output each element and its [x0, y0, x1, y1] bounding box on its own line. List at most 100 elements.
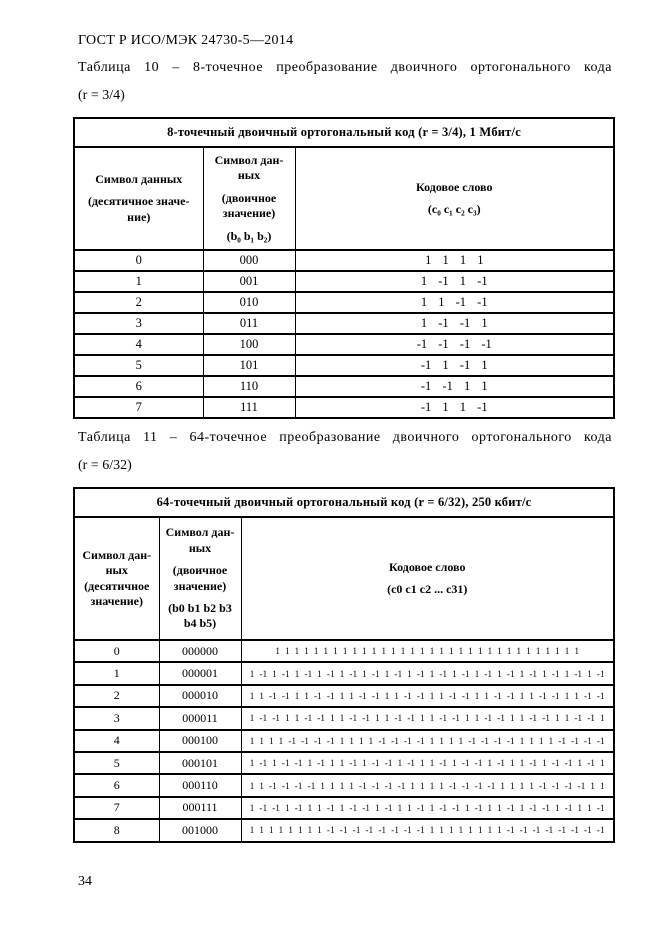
- table10-col-symbol-decimal: Символ данных (десятичное значе- ние): [73, 146, 204, 251]
- symbol-binary-cell: 000000: [158, 638, 242, 664]
- symbol-decimal-cell: 3: [73, 706, 160, 731]
- table10-col-symbol-binary: Символ дан- ных (двоичное значение) (b₀ …: [202, 146, 296, 251]
- table11-caption-line1: Таблица 11 – 64-точечное преобразование …: [78, 430, 612, 445]
- table-row: 6 000110 1 1 -1 -1 -1 -1 1 1 1 1 -1 -1 -…: [73, 773, 615, 798]
- header-line: (c₀ c₁ c₂ c₃): [427, 202, 481, 216]
- header-line: ных: [105, 563, 128, 578]
- symbol-binary-cell: 000101: [158, 750, 242, 776]
- symbol-binary-cell: 010: [202, 291, 296, 314]
- header-line: (десятичное: [84, 578, 150, 593]
- table-row: 8 001000 1 1 1 1 1 1 1 1 -1 -1 -1 -1 -1 …: [73, 818, 615, 843]
- symbol-decimal-cell: 7: [73, 795, 160, 821]
- header-line: (десятичное значе-: [87, 194, 190, 209]
- codeword-cell: 1 1 1 1 1 1 1 1 1 1 1 1 1 1 1 1 1 1 1 1 …: [240, 638, 615, 664]
- table-row: 1 000001 1 -1 1 -1 1 -1 1 -1 1 -1 1 -1 1…: [73, 661, 615, 686]
- symbol-decimal-cell: 0: [73, 249, 204, 272]
- table-row: 3 011 1 -1 -1 1: [73, 312, 615, 335]
- table11-col-symbol-binary: Символ дан- ных (двоичное значение) (b0 …: [158, 516, 242, 641]
- header-line: (двоичное: [172, 563, 228, 578]
- table10-caption-line2: (r = 3/4): [78, 88, 125, 103]
- table-row: 5 101 -1 1 -1 1: [73, 354, 615, 377]
- header-line: (двоичное: [221, 190, 277, 205]
- table11-caption-line2: (r = 6/32): [78, 458, 132, 473]
- table11-col-symbol-decimal: Символ дан- ных (десятичное значение): [73, 516, 160, 641]
- symbol-decimal-cell: 3: [73, 312, 204, 335]
- header-line: значение): [173, 578, 227, 593]
- table11-title: 64-точечный двоичный ортогональный код (…: [73, 487, 615, 518]
- symbol-binary-cell: 111: [202, 396, 296, 419]
- symbol-binary-cell: 000011: [158, 706, 242, 731]
- symbol-binary-cell: 001000: [158, 818, 242, 843]
- symbol-decimal-cell: 5: [73, 354, 204, 377]
- symbol-decimal-cell: 6: [73, 375, 204, 398]
- table-row: 5 000101 1 -1 1 -1 -1 1 -1 1 1 -1 1 -1 -…: [73, 750, 615, 776]
- document-header: ГОСТ Р ИСО/МЭК 24730-5—2014: [78, 33, 294, 48]
- page-number: 34: [78, 873, 92, 889]
- header-line: (b₀ b₁ b₂): [226, 228, 272, 243]
- codeword-cell: -1 1 1 -1: [294, 396, 615, 419]
- symbol-binary-cell: 000010: [158, 683, 242, 709]
- symbol-decimal-cell: 4: [73, 333, 204, 356]
- table10-title: 8-точечный двоичный ортогональный код (r…: [73, 117, 615, 148]
- table-64point-code: 64-точечный двоичный ортогональный код (…: [73, 487, 615, 843]
- header-line: Символ дан-: [82, 547, 152, 562]
- table-row: 2 000010 1 1 -1 -1 1 1 -1 -1 1 1 -1 -1 1…: [73, 683, 615, 709]
- codeword-cell: -1 -1 1 1: [294, 375, 615, 398]
- symbol-binary-cell: 110: [202, 375, 296, 398]
- table10-col-codeword: Кодовое слово (c₀ c₁ c₂ c₃): [294, 146, 615, 251]
- table-row: 6 110 -1 -1 1 1: [73, 375, 615, 398]
- symbol-binary-cell: 000100: [158, 728, 242, 753]
- table10-caption-line1: Таблица 10 – 8-точечное преобразование д…: [78, 60, 612, 75]
- header-line: Кодовое слово: [416, 179, 493, 194]
- codeword-cell: 1 -1 1 -1 1 -1 1 -1 1 -1 1 -1 1 -1 1 -1 …: [240, 661, 615, 686]
- codeword-cell: 1 1 1 1 1 1 1 1 -1 -1 -1 -1 -1 -1 -1 -1 …: [240, 818, 615, 843]
- symbol-binary-cell: 011: [202, 312, 296, 335]
- symbol-decimal-cell: 6: [73, 773, 160, 798]
- codeword-cell: -1 -1 -1 -1: [294, 333, 615, 356]
- table-row: 4 100 -1 -1 -1 -1: [73, 333, 615, 356]
- codeword-cell: 1 1 1 1 -1 -1 -1 -1 1 1 1 1 -1 -1 -1 -1 …: [240, 728, 615, 753]
- table-row: 4 000100 1 1 1 1 -1 -1 -1 -1 1 1 1 1 -1 …: [73, 728, 615, 753]
- codeword-cell: 1 -1 1 -1: [294, 270, 615, 293]
- symbol-decimal-cell: 2: [73, 291, 204, 314]
- symbol-decimal-cell: 4: [73, 728, 160, 753]
- symbol-decimal-cell: 8: [73, 818, 160, 843]
- table-8point-code: 8-точечный двоичный ортогональный код (r…: [73, 117, 615, 419]
- header-line: Символ дан-: [214, 153, 284, 168]
- table-row: 7 000111 1 -1 -1 1 -1 1 1 -1 1 -1 -1 1 -…: [73, 795, 615, 821]
- symbol-decimal-cell: 1: [73, 270, 204, 293]
- symbol-binary-cell: 000110: [158, 773, 242, 798]
- symbol-binary-cell: 101: [202, 354, 296, 377]
- symbol-decimal-cell: 2: [73, 683, 160, 709]
- codeword-cell: 1 1 -1 -1 1 1 -1 -1 1 1 -1 -1 1 1 -1 -1 …: [240, 683, 615, 709]
- codeword-cell: 1 1 -1 -1: [294, 291, 615, 314]
- symbol-binary-cell: 000111: [158, 795, 242, 821]
- header-line: значение): [90, 593, 144, 608]
- symbol-decimal-cell: 0: [73, 638, 160, 664]
- header-line: b4 b5): [183, 616, 217, 631]
- symbol-binary-cell: 001: [202, 270, 296, 293]
- table-row: 0 000 1 1 1 1: [73, 249, 615, 272]
- table-row: 1 001 1 -1 1 -1: [73, 270, 615, 293]
- symbol-binary-cell: 000001: [158, 661, 242, 686]
- symbol-decimal-cell: 1: [73, 661, 160, 686]
- header-line: значение): [222, 206, 276, 221]
- header-line: Символ данных: [95, 171, 183, 186]
- table11-col-codeword: Кодовое слово (c0 c1 c2 ... c31): [240, 516, 615, 641]
- header-line: ние): [127, 209, 151, 224]
- header-line: ных: [188, 540, 212, 555]
- symbol-binary-cell: 000: [202, 249, 296, 272]
- codeword-cell: 1 -1 -1 1: [294, 312, 615, 335]
- codeword-cell: -1 1 -1 1: [294, 354, 615, 377]
- header-line: Символ дан-: [165, 525, 235, 540]
- symbol-decimal-cell: 5: [73, 750, 160, 776]
- symbol-binary-cell: 100: [202, 333, 296, 356]
- table-row: 7 111 -1 1 1 -1: [73, 396, 615, 419]
- header-line: ных: [237, 168, 261, 183]
- table-row: 0 000000 1 1 1 1 1 1 1 1 1 1 1 1 1 1 1 1…: [73, 638, 615, 664]
- header-line: (c0 c1 c2 ... c31): [387, 582, 468, 596]
- codeword-cell: 1 1 1 1: [294, 249, 615, 272]
- symbol-decimal-cell: 7: [73, 396, 204, 419]
- page-content: ГОСТ Р ИСО/МЭК 24730-5—2014 Таблица 10 –…: [73, 0, 615, 890]
